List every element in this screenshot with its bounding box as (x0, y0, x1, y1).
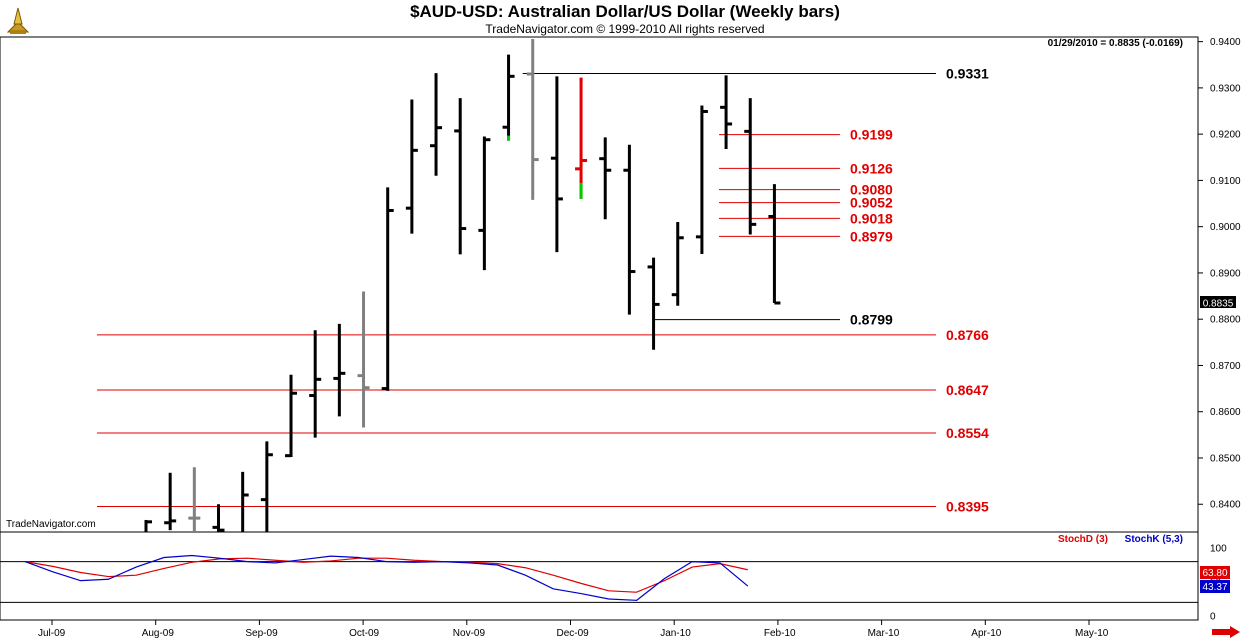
x-tick-label: Oct-09 (349, 628, 379, 639)
y-tick-label: 0.8500 (1210, 453, 1241, 464)
y-tick-label: 0.9100 (1210, 176, 1241, 187)
y-tick-label: 0.9300 (1210, 83, 1241, 94)
level-label: 0.9052 (850, 195, 893, 211)
stoch-value-tag (1200, 580, 1230, 593)
price-bar (623, 144, 636, 315)
level-label: 0.9018 (850, 210, 893, 226)
level-label: 0.9080 (850, 182, 893, 198)
y-tick-label: 0.8600 (1210, 407, 1241, 418)
stoch-k-legend: StochK (5,3) (1125, 534, 1183, 545)
price-bar (695, 105, 708, 254)
stoch-d-legend: StochD (3) (1058, 534, 1108, 545)
price-bar (260, 441, 273, 532)
price-bar (212, 504, 225, 532)
level-label: 0.8979 (850, 228, 893, 244)
stoch-y-tick-label: 100 (1210, 544, 1227, 555)
price-bars (144, 39, 781, 532)
stoch-y-tick-label: 0 (1210, 612, 1216, 623)
price-bar (144, 519, 152, 532)
price-bar (575, 77, 588, 199)
stoch-value-tag (1200, 566, 1230, 579)
x-tick-label: Jan-10 (660, 628, 691, 639)
y-tick-label: 0.8900 (1210, 268, 1241, 279)
price-bar (188, 467, 201, 532)
logo-icon (6, 7, 30, 34)
level-label: 0.8647 (946, 382, 989, 398)
level-label: 0.8766 (946, 327, 989, 343)
stoch-value-label: 63.80 (1202, 568, 1227, 579)
copyright-text: TradeNavigator.com © 1999-2010 All right… (485, 22, 764, 36)
x-tick-label: Sep-09 (245, 628, 278, 639)
level-label: 0.8554 (946, 425, 989, 441)
x-tick-label: Dec-09 (557, 628, 590, 639)
x-tick-label: Jul-09 (38, 628, 66, 639)
y-tick-label: 0.8800 (1210, 315, 1241, 326)
x-tick-label: Nov-09 (453, 628, 486, 639)
y-tick-label: 0.8700 (1210, 361, 1241, 372)
stoch-series-line (24, 554, 749, 601)
price-bar (502, 54, 515, 141)
x-tick-label: Feb-10 (764, 628, 796, 639)
price-bar (430, 73, 443, 176)
x-tick-label: Aug-09 (142, 628, 175, 639)
y-tick-label: 0.9400 (1210, 37, 1241, 48)
price-bar (381, 187, 394, 391)
level-label: 0.8395 (946, 499, 989, 515)
price-bar (309, 330, 322, 438)
price-panel-frame (0, 36, 1199, 533)
price-bar (357, 291, 370, 428)
y-tick-label: 0.9000 (1210, 222, 1241, 233)
stoch-series-line (24, 557, 748, 593)
price-bar (478, 136, 491, 271)
price-bar (671, 222, 684, 306)
price-bar (550, 76, 563, 253)
x-axis: Jul-09 Aug-09 Sep-09 Oct-09 Nov-09 Dec-09 Jan-… (38, 620, 1109, 639)
stoch-value-label: 43.37 (1202, 582, 1227, 593)
price-bar (454, 98, 467, 255)
price-bar (647, 257, 660, 350)
price-bar (164, 472, 177, 531)
level-label: 0.8799 (850, 312, 893, 328)
x-tick-label: May-10 (1075, 628, 1109, 639)
level-label: 0.9331 (946, 66, 989, 82)
stoch-panel-frame (0, 531, 1199, 621)
price-bar (285, 374, 298, 458)
price-bar (599, 137, 612, 220)
level-label: 0.9199 (850, 127, 893, 143)
y-tick-label: 0.9200 (1210, 130, 1241, 141)
price-bar (405, 99, 418, 234)
watermark-text: TradeNavigator.com (6, 519, 96, 530)
price-bar (768, 184, 781, 305)
price-bar (333, 323, 346, 417)
scroll-right-arrow-icon[interactable] (1212, 626, 1240, 638)
last-price-tag: 0.8835 (1200, 296, 1236, 310)
x-tick-label: Mar-10 (868, 628, 900, 639)
price-y-axis: 0.9400 0.9300 0.9200 0.9100 0.9000 0.8900 0.88… (1198, 37, 1241, 511)
x-tick-label: Apr-10 (971, 628, 1001, 639)
last-price-label: 0.8835 (1203, 299, 1234, 310)
level-label: 0.9126 (850, 160, 893, 176)
chart-title: $AUD-USD: Australian Dollar/US Dollar (W… (410, 2, 840, 21)
price-bar (720, 75, 733, 149)
y-tick-label: 0.8400 (1210, 500, 1241, 511)
price-bar (241, 471, 249, 532)
price-readout: 01/29/2010 = 0.8835 (-0.0169) (1048, 38, 1183, 49)
price-bar (526, 39, 539, 200)
price-bar (744, 98, 757, 235)
